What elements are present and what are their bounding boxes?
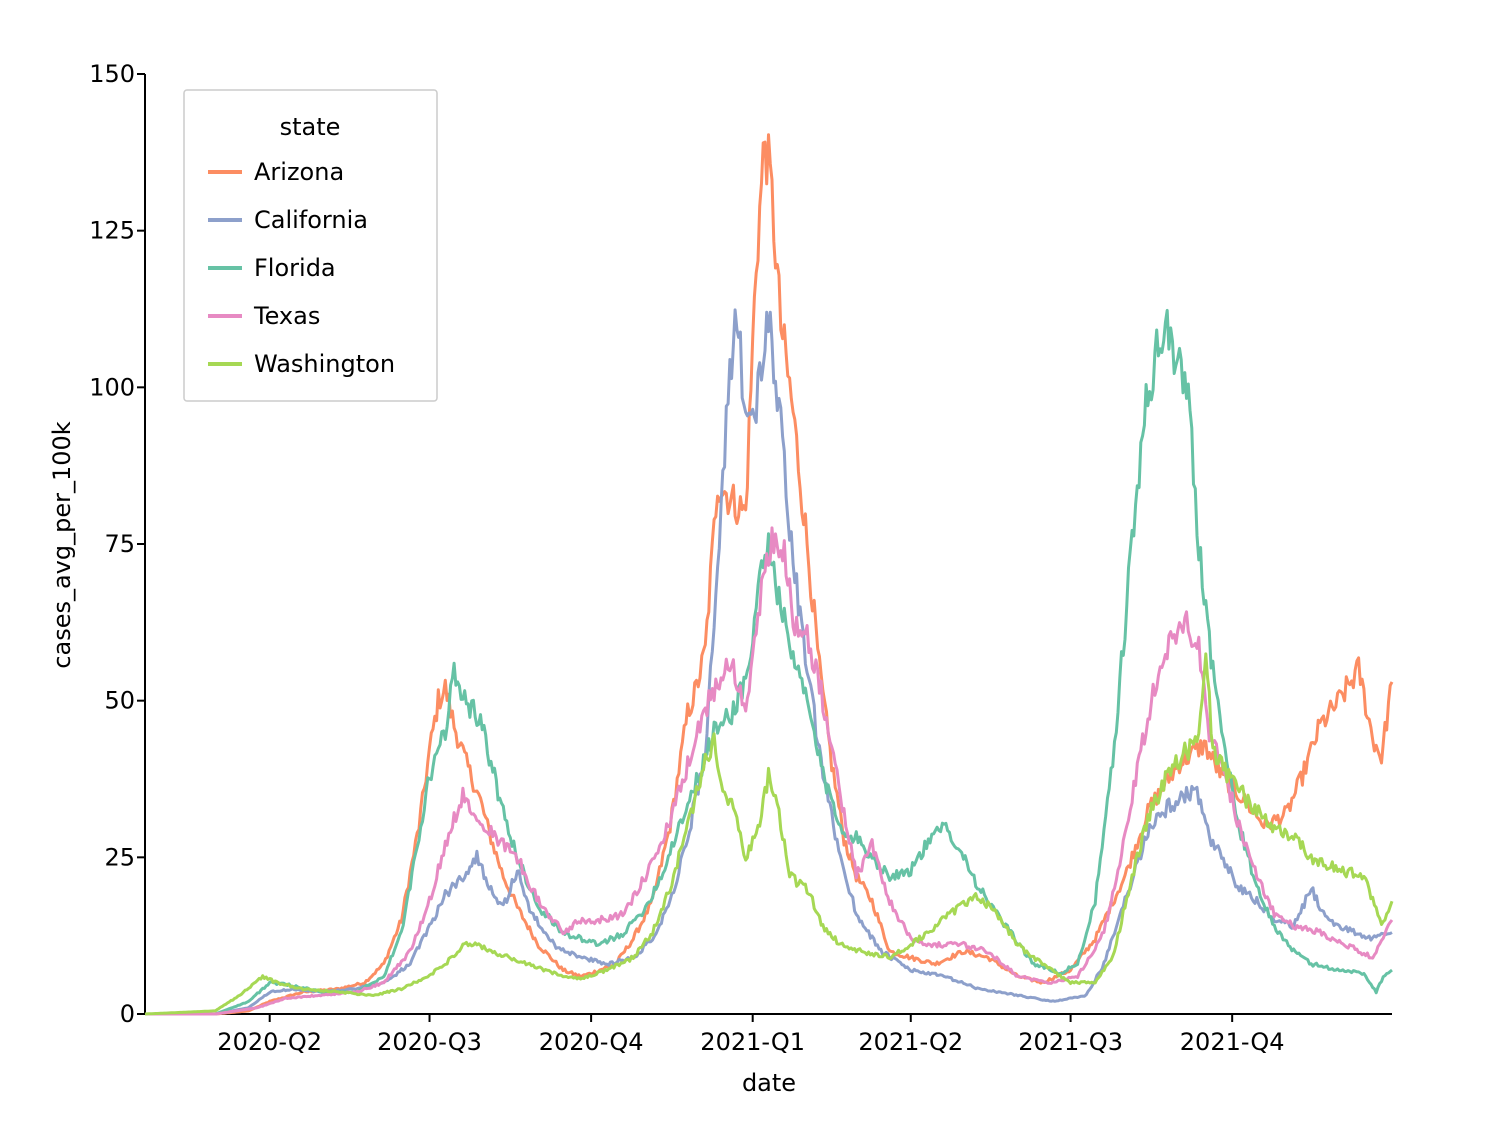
x-ticks: 2020-Q2 2020-Q3 2020-Q4 2021-Q1 2021-Q2 2021-… — [217, 1014, 1285, 1056]
y-tick-label: 100 — [89, 373, 135, 401]
y-tick-label: 150 — [89, 60, 135, 88]
x-tick-label: 2020-Q3 — [377, 1028, 482, 1056]
legend-label-texas: Texas — [253, 302, 320, 330]
legend-items: Arizona California Florida Texas Washington — [208, 158, 395, 378]
x-tick-label: 2021-Q1 — [700, 1028, 805, 1056]
y-axis-title: cases_avg_per_100k — [48, 421, 76, 668]
y-tick-label: 75 — [104, 530, 135, 558]
legend-label-washington: Washington — [254, 350, 395, 378]
legend-title: state — [280, 113, 341, 141]
x-tick-label: 2021-Q4 — [1180, 1028, 1285, 1056]
x-axis-title: date — [742, 1069, 796, 1097]
legend: state Arizona California Florida Texas Washi… — [183, 89, 438, 402]
legend-label-california: California — [254, 206, 368, 234]
x-tick-label: 2020-Q2 — [217, 1028, 322, 1056]
y-tick-label: 50 — [104, 687, 135, 715]
series-line-washington — [144, 652, 1394, 1016]
legend-label-florida: Florida — [254, 254, 336, 282]
legend-box — [183, 89, 438, 402]
y-ticks: 0 25 50 75 100 125 150 — [89, 60, 145, 1028]
y-tick-label: 0 — [120, 1000, 135, 1028]
x-tick-label: 2021-Q2 — [858, 1028, 963, 1056]
legend-label-arizona: Arizona — [254, 158, 344, 186]
x-tick-label: 2021-Q3 — [1018, 1028, 1123, 1056]
series-line-arizona — [145, 133, 1394, 1016]
series-lines — [144, 133, 1394, 1016]
x-tick-label: 2020-Q4 — [539, 1028, 644, 1056]
y-tick-label: 25 — [104, 843, 135, 871]
series-line-california — [145, 308, 1393, 1016]
y-tick-label: 125 — [89, 217, 135, 245]
